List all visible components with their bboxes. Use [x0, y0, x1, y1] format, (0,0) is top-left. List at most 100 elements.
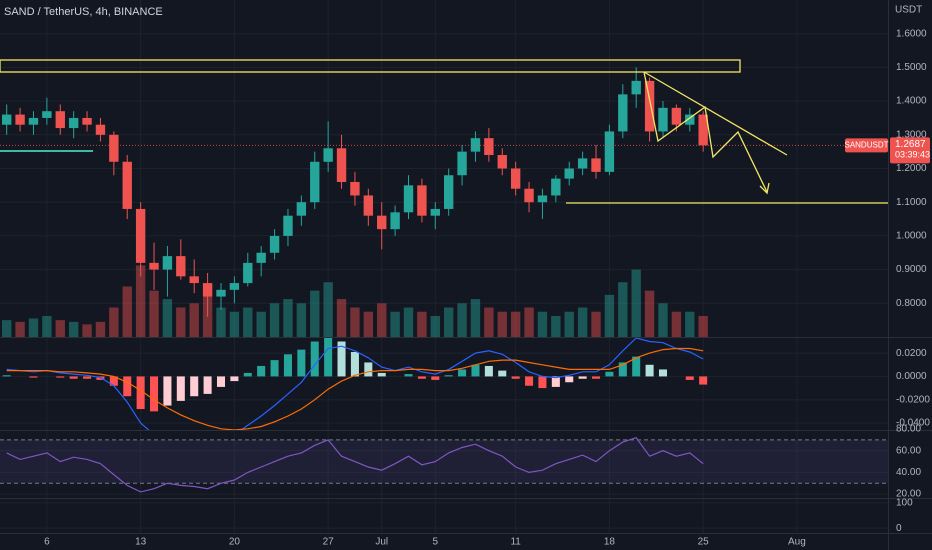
candle-body — [283, 215, 293, 236]
macd-histogram-bar — [551, 376, 560, 387]
volume-bar — [149, 290, 159, 337]
volume-bar — [591, 311, 601, 337]
macd-histogram-bar — [538, 376, 547, 389]
candle-body — [497, 155, 507, 169]
candle-body — [644, 80, 655, 132]
candle-body — [631, 80, 641, 95]
candle-body — [564, 168, 574, 179]
candle-body — [42, 111, 52, 118]
rsi-band — [0, 439, 888, 484]
candle-body — [323, 148, 333, 162]
y-tick-label: 1.3000 — [896, 129, 927, 140]
macd-histogram-bar — [645, 364, 654, 377]
candle-body — [551, 178, 561, 196]
countdown: 03:39:43 — [895, 150, 930, 160]
candle-body — [484, 138, 494, 156]
macd-histogram-bar — [658, 369, 668, 377]
volume-bar — [618, 282, 628, 337]
candle-body — [82, 117, 92, 125]
macd-histogram-bar — [417, 376, 426, 379]
macd-histogram-bar — [203, 376, 212, 394]
volume-bar — [162, 299, 173, 337]
macd-histogram-bar — [150, 376, 159, 412]
macd-histogram-bar — [444, 375, 453, 377]
candle-body — [229, 283, 240, 290]
grid — [0, 0, 888, 533]
macd-histogram-bar — [324, 338, 333, 377]
macd-histogram-bar — [458, 369, 467, 377]
volume-bar — [243, 307, 253, 337]
volume-bar — [109, 307, 119, 337]
macd-histogram-bar — [176, 376, 185, 401]
volume-bar — [269, 303, 280, 337]
candle-body — [135, 208, 146, 263]
candle-body — [310, 161, 320, 203]
macd-histogram-bar — [270, 360, 279, 377]
macd-histogram-bar — [578, 376, 587, 379]
rsi-pane — [0, 436, 888, 493]
candle-body — [470, 138, 481, 152]
rsi-line — [6, 436, 704, 493]
macd-histogram-bar — [350, 351, 359, 377]
candle-body — [591, 158, 601, 172]
candle-body — [269, 235, 280, 253]
y-tick-label: 1.0000 — [896, 231, 927, 242]
volume-bar — [122, 286, 132, 337]
volume-bar — [444, 307, 454, 337]
candle-body — [604, 131, 615, 172]
candle-body — [390, 212, 400, 230]
y-tick-label: 80.00 — [896, 424, 921, 435]
candle-body — [524, 188, 534, 203]
macd-histogram-bar — [605, 371, 614, 377]
candle-body — [55, 111, 65, 129]
symbol-tag: SANDUSDT — [844, 140, 888, 149]
volume-bar — [28, 318, 39, 337]
volume-bar — [15, 321, 25, 337]
y-tick-label: -0.0400 — [896, 418, 930, 429]
y-tick-label: 20.00 — [896, 489, 921, 500]
candle-body — [216, 289, 226, 297]
chart-title: SAND / TetherUS, 4h, BINANCE — [4, 6, 163, 18]
x-tick-label: 20 — [229, 537, 241, 548]
candle-body — [189, 276, 199, 284]
volume-bar — [671, 311, 682, 337]
candle-body — [256, 252, 266, 263]
volume-bar — [82, 324, 92, 337]
candle-body — [457, 151, 467, 176]
y-tick-label: 0 — [896, 523, 902, 534]
macd-histogram-bar — [404, 374, 413, 377]
candle-body — [202, 283, 213, 297]
volume-bar — [417, 311, 427, 337]
macd-histogram-bar — [699, 376, 708, 385]
macd-histogram-bar — [310, 341, 319, 377]
volume-bar — [524, 307, 534, 337]
macd-histogram-bar — [364, 362, 373, 377]
y-tick-label: 40.00 — [896, 467, 921, 478]
volume-bar — [95, 321, 106, 337]
macd-histogram-bar — [69, 376, 78, 379]
volume-bar — [350, 307, 360, 337]
candle-body — [109, 134, 119, 162]
volume-bar — [658, 303, 668, 337]
volume-bar — [390, 311, 400, 337]
symbol-tag-box — [845, 138, 888, 153]
volume-bar — [551, 315, 561, 337]
volume-bar — [55, 320, 65, 337]
resistance-zone — [0, 59, 741, 73]
volume-bar — [403, 307, 414, 337]
y-tick-label: 1.5000 — [896, 62, 927, 73]
volume-bar — [229, 311, 240, 337]
candle-body — [350, 181, 360, 196]
candle-body — [403, 185, 414, 213]
volume-bar — [497, 311, 507, 337]
volume-bar — [336, 299, 347, 337]
x-tick-label: 13 — [135, 537, 147, 548]
volume-bar — [176, 307, 186, 337]
macd-histogram-bar — [29, 376, 38, 378]
volume-bar — [577, 307, 588, 337]
candle-body — [68, 117, 79, 129]
volume-bar — [604, 294, 615, 337]
volume-bar — [2, 320, 12, 337]
